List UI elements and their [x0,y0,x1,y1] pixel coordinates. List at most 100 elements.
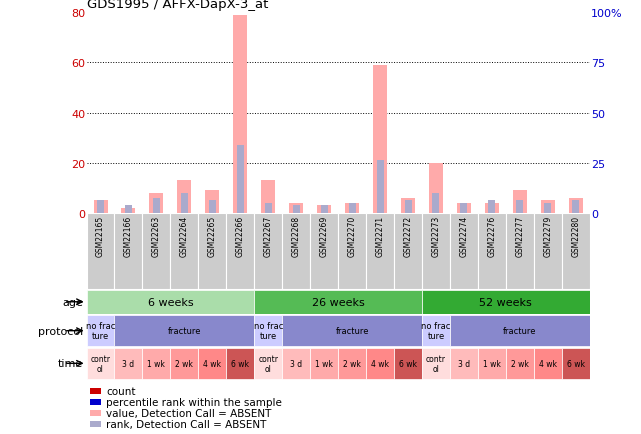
Bar [153,198,160,214]
Bar [226,214,254,289]
Bar [97,201,104,214]
Text: no frac
ture: no frac ture [421,321,451,341]
Text: 26 weeks: 26 weeks [312,297,365,307]
Bar [562,348,590,379]
Text: 3 d: 3 d [122,359,135,368]
Bar [534,214,562,289]
Text: GSM22165: GSM22165 [96,215,105,256]
Bar [366,348,394,379]
Bar [572,201,579,214]
Text: GSM22267: GSM22267 [263,215,272,256]
Text: no frac
ture: no frac ture [86,321,115,341]
Text: contr
ol: contr ol [90,354,110,373]
Bar [149,194,163,214]
Bar [345,204,359,214]
Text: 1 wk: 1 wk [315,359,333,368]
Bar [265,204,272,214]
Text: 3 d: 3 d [290,359,303,368]
Bar [171,214,198,289]
Bar [422,348,450,379]
Bar [450,348,478,379]
Text: fracture: fracture [168,326,201,335]
Bar [237,146,244,214]
Bar [87,315,115,346]
Text: GSM22263: GSM22263 [152,215,161,256]
Bar [349,204,356,214]
Bar [478,214,506,289]
Bar [205,191,219,214]
Bar [460,204,467,214]
Bar [87,214,115,289]
Text: 2 wk: 2 wk [343,359,361,368]
Bar [422,315,450,346]
Text: 4 wk: 4 wk [539,359,557,368]
Text: count: count [106,386,135,396]
Bar [544,204,551,214]
Bar [394,348,422,379]
Text: GSM22265: GSM22265 [208,215,217,256]
Bar [422,290,590,314]
Bar [178,181,192,214]
Bar [198,214,226,289]
Bar [541,201,554,214]
Bar [310,214,338,289]
Bar [87,348,115,379]
Text: GSM22279: GSM22279 [544,215,553,256]
Bar [94,201,108,214]
Bar [366,214,394,289]
Text: percentile rank within the sample: percentile rank within the sample [106,397,282,407]
Text: 2 wk: 2 wk [176,359,194,368]
Text: contr
ol: contr ol [426,354,446,373]
Bar [506,348,534,379]
Bar [373,66,387,214]
Text: no frac
ture: no frac ture [254,321,283,341]
Text: GSM22280: GSM22280 [571,215,580,256]
Text: time: time [58,358,83,368]
Bar [142,348,171,379]
Bar [209,201,216,214]
Bar [198,348,226,379]
Text: 2 wk: 2 wk [511,359,529,368]
Bar [115,214,142,289]
Text: fracture: fracture [335,326,369,335]
Bar [282,315,422,346]
Bar [254,214,282,289]
Bar [262,181,275,214]
Text: GSM22269: GSM22269 [320,215,329,256]
Bar [404,201,412,214]
Bar [122,208,135,214]
Bar [450,214,478,289]
Bar [282,214,310,289]
Text: 1 wk: 1 wk [147,359,165,368]
Bar [226,348,254,379]
Bar [320,206,328,214]
Bar [394,214,422,289]
Text: contr
ol: contr ol [258,354,278,373]
Text: GSM22271: GSM22271 [376,215,385,256]
Text: GSM22274: GSM22274 [460,215,469,256]
Text: 6 wk: 6 wk [567,359,585,368]
Bar [513,191,527,214]
Text: rank, Detection Call = ABSENT: rank, Detection Call = ABSENT [106,419,266,429]
Bar [317,206,331,214]
Bar [254,290,422,314]
Bar [289,204,303,214]
Bar [142,214,171,289]
Bar [181,194,188,214]
Text: 6 wk: 6 wk [399,359,417,368]
Bar [569,198,583,214]
Bar [115,348,142,379]
Bar [534,348,562,379]
Text: age: age [62,297,83,307]
Text: GDS1995 / AFFX-DapX-3_at: GDS1995 / AFFX-DapX-3_at [87,0,268,11]
Text: 6 weeks: 6 weeks [147,297,193,307]
Text: GSM22270: GSM22270 [347,215,356,256]
Bar [282,348,310,379]
Bar [485,204,499,214]
Bar [450,315,590,346]
Text: GSM22277: GSM22277 [515,215,524,256]
Text: GSM22266: GSM22266 [236,215,245,256]
Bar [376,161,383,214]
Bar [87,290,254,314]
Bar [457,204,471,214]
